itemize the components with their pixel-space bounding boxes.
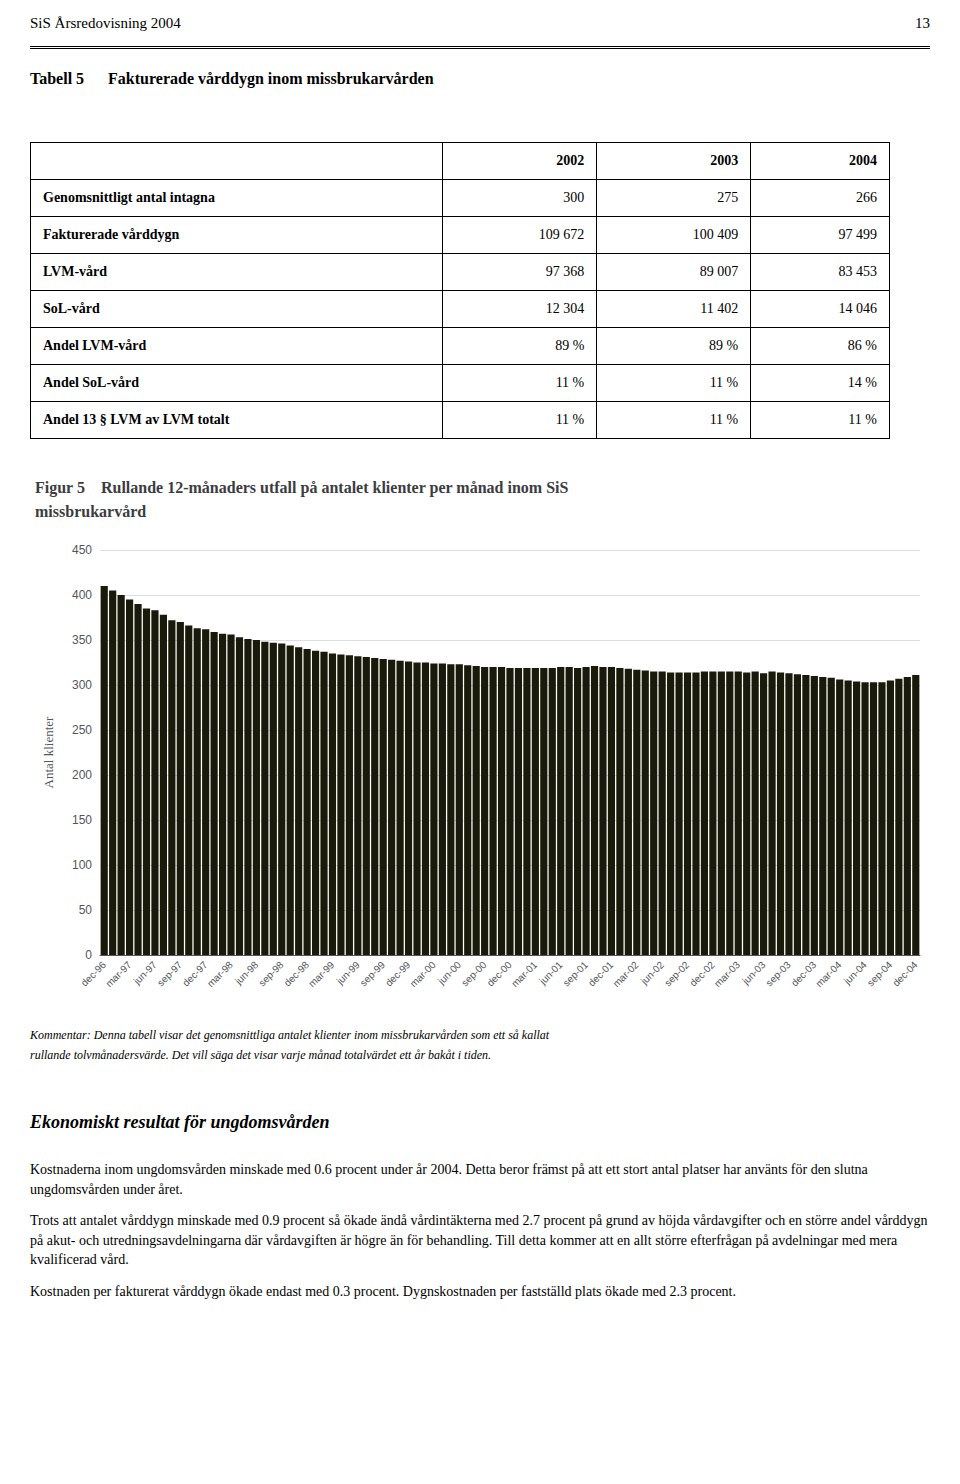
svg-text:jun-98: jun-98 [232, 959, 260, 987]
svg-text:dec-00: dec-00 [485, 959, 515, 989]
html-text:Trots att antalet vårddygn min: Trots att antalet vårddygn minskade med … [30, 1213, 928, 1268]
svg-text:jun-04: jun-04 [841, 959, 869, 987]
svg-text:100: 100 [72, 858, 92, 872]
svg-text:450: 450 [72, 543, 92, 557]
svg-text:jun-00: jun-00 [435, 959, 463, 987]
svg-text:sep-97: sep-97 [155, 959, 185, 989]
svg-text:mar-03: mar-03 [712, 959, 742, 989]
svg-text:dec-02: dec-02 [687, 959, 717, 989]
html-text:Tabell 5 Fakturerade vårddygn: Tabell 5 Fakturerade vårddygn inom missb… [30, 70, 434, 87]
svg-text:jun-01: jun-01 [536, 959, 564, 987]
svg-text:jun-97: jun-97 [131, 959, 159, 987]
html-text:12 304: 12 304 [545, 301, 585, 316]
svg-text:sep-99: sep-99 [358, 959, 388, 989]
html-text:Ekonomiskt resultat för ungdom: Ekonomiskt resultat för ungdomsvården [30, 1112, 330, 1132]
svg-text:dec-97: dec-97 [180, 959, 210, 989]
html-text:Kommentar: Denna tabell visar: Kommentar: Denna tabell visar det genoms… [30, 1028, 550, 1042]
svg-text:mar-04: mar-04 [813, 959, 843, 989]
html-text:11 %: 11 % [709, 412, 739, 427]
svg-text:350: 350 [72, 633, 92, 647]
html-text:Andel 13 § LVM av LVM totalt: Andel 13 § LVM av LVM totalt [43, 412, 230, 427]
svg-text:dec-04: dec-04 [890, 959, 920, 989]
html-text:2004: 2004 [849, 153, 877, 168]
html-text:Kostnaderna inom ungdomsvården: Kostnaderna inom ungdomsvården minskade … [30, 1162, 868, 1197]
html-text:Andel SoL-vård: Andel SoL-vård [43, 375, 140, 390]
html-text:275: 275 [717, 190, 739, 205]
html-text:300: 300 [563, 190, 585, 205]
svg-text:jun-02: jun-02 [638, 959, 666, 987]
html-text:89 %: 89 % [709, 338, 739, 353]
svg-text:dec-96: dec-96 [79, 959, 109, 989]
html-text:100 409: 100 409 [692, 227, 739, 242]
svg-text:200: 200 [72, 768, 92, 782]
html-text:11 %: 11 % [555, 375, 585, 390]
svg-text:dec-03: dec-03 [789, 959, 819, 989]
svg-text:400: 400 [72, 588, 92, 602]
svg-text:mar-99: mar-99 [306, 959, 336, 989]
html-text:SiS Årsredovisning 2004: SiS Årsredovisning 2004 [30, 14, 181, 31]
html-text:109 672: 109 672 [538, 227, 585, 242]
svg-text:sep-02: sep-02 [662, 959, 692, 989]
html-text:13: 13 [915, 14, 930, 31]
svg-text:Antal klienter: Antal klienter [41, 716, 56, 789]
svg-text:250: 250 [72, 723, 92, 737]
html-text:11 %: 11 % [848, 412, 877, 427]
svg-text:sep-98: sep-98 [256, 959, 286, 989]
svg-text:150: 150 [72, 813, 92, 827]
html-text:83 453: 83 453 [838, 264, 877, 279]
svg-text:dec-01: dec-01 [586, 959, 616, 989]
svg-text:sep-03: sep-03 [763, 959, 793, 989]
svg-text:mar-97: mar-97 [103, 959, 133, 989]
svg-text:missbrukarvård: missbrukarvård [35, 503, 146, 520]
html-text:Genomsnittligt antal intagna: Genomsnittligt antal intagna [43, 190, 215, 205]
html-text:2003: 2003 [710, 153, 739, 168]
html-text:11 %: 11 % [709, 375, 739, 390]
svg-text:dec-98: dec-98 [282, 959, 312, 989]
html-text:SoL-vård: SoL-vård [43, 301, 100, 316]
svg-text:0: 0 [85, 948, 92, 962]
html-text:LVM-vård: LVM-vård [43, 264, 107, 279]
html-text:Andel LVM-vård: Andel LVM-vård [43, 338, 147, 353]
html-text:266: 266 [856, 190, 877, 205]
html-text:14 046: 14 046 [838, 301, 877, 316]
svg-text:sep-01: sep-01 [561, 959, 591, 989]
svg-text:sep-04: sep-04 [865, 959, 895, 989]
html-text:14 %: 14 % [847, 375, 877, 390]
html-text:Fakturerade vårddygn: Fakturerade vårddygn [43, 227, 180, 242]
svg-text:jun-99: jun-99 [334, 959, 362, 987]
html-text:rullande tolvmånadersvärde. De: rullande tolvmånadersvärde. Det vill säg… [30, 1048, 491, 1063]
html-text:89 007: 89 007 [699, 264, 739, 279]
svg-text:Figur 5 Rullande 12-månader: Figur 5 Rullande 12-månaders utfall på a… [35, 479, 568, 497]
svg-text:mar-02: mar-02 [611, 959, 641, 989]
html-text:86 %: 86 % [847, 338, 877, 353]
svg-text:mar-00: mar-00 [408, 959, 438, 989]
html-text:Kostnaden per fakturerat vårdd: Kostnaden per fakturerat vårddygn ökade … [30, 1284, 736, 1299]
svg-text:dec-99: dec-99 [383, 959, 413, 989]
html-text:97 499: 97 499 [838, 227, 877, 242]
svg-text:mar-01: mar-01 [509, 959, 539, 989]
html-text:89 %: 89 % [555, 338, 585, 353]
html-text:97 368: 97 368 [545, 264, 585, 279]
html-text:11 %: 11 % [555, 412, 585, 427]
html-text:11 402: 11 402 [700, 301, 739, 316]
svg-text:300: 300 [72, 678, 92, 692]
svg-text:sep-00: sep-00 [459, 959, 489, 989]
svg-text:50: 50 [79, 903, 93, 917]
svg-text:mar-98: mar-98 [205, 959, 235, 989]
svg-text:jun-03: jun-03 [739, 959, 767, 987]
html-text:2002: 2002 [556, 153, 585, 168]
